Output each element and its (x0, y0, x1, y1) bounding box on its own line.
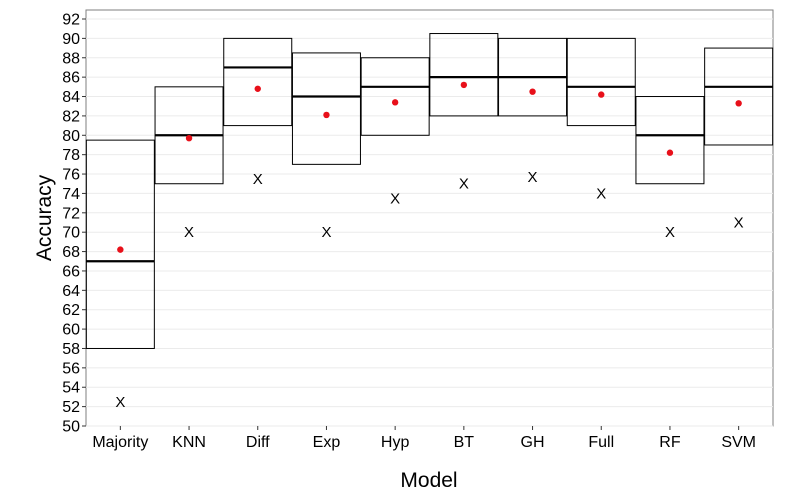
y-tick-label: 84 (62, 89, 80, 106)
y-tick-label: 58 (62, 341, 80, 358)
x-tick-label: RF (659, 434, 681, 451)
mean-point (529, 88, 536, 95)
box-exp: X (291, 52, 361, 241)
y-axis-ticks: 50 52 54 56 58 60 62 64 66 68 70 72 74 76 78 80 82 84 86 88… (62, 12, 86, 436)
x-tick-label: GH (521, 434, 545, 451)
box-svm: X (704, 47, 774, 232)
box-hyp: X (360, 57, 430, 207)
mean-point (117, 246, 124, 253)
y-tick-label: 50 (62, 419, 80, 436)
box-iqr (429, 33, 499, 117)
y-tick-label: 80 (62, 128, 80, 145)
y-tick-label: 54 (62, 380, 80, 397)
mean-point (460, 81, 468, 89)
box-iqr (360, 57, 430, 136)
y-tick-label: 52 (62, 399, 80, 416)
y-axis-title: Accuracy (33, 174, 56, 261)
box-bt: X (429, 33, 499, 193)
box-gh: X (498, 37, 568, 186)
x-tick-label: Majority (92, 434, 148, 451)
y-tick-label: 62 (62, 302, 80, 319)
y-tick-label: 92 (62, 12, 80, 29)
mean-point (323, 111, 330, 119)
y-tick-label: 76 (62, 167, 80, 184)
boxes: X X X X X X X X X X (85, 33, 774, 411)
y-tick-label: 88 (62, 50, 80, 67)
x-tick-label: SVM (721, 434, 756, 451)
y-tick-label: 82 (62, 108, 80, 125)
x-marker: X (184, 224, 194, 241)
box-iqr (85, 139, 155, 349)
x-tick-label: BT (454, 434, 475, 451)
y-tick-label: 68 (62, 244, 80, 261)
mean-point (254, 85, 261, 92)
x-marker: X (321, 224, 331, 241)
box-rf: X (635, 96, 705, 241)
mean-point (185, 134, 193, 142)
y-tick-label: 86 (62, 70, 80, 87)
mean-point (666, 149, 674, 156)
y-tick-label: 64 (62, 283, 80, 300)
mean-point (735, 100, 742, 107)
box-knn: X (154, 86, 224, 241)
y-tick-label: 70 (62, 225, 80, 242)
box-diff: X (223, 37, 293, 188)
y-tick-label: 74 (62, 186, 80, 203)
mean-point (598, 91, 605, 98)
box-iqr (223, 37, 293, 127)
x-axis-title: Model (400, 469, 457, 492)
x-marker: X (459, 176, 469, 193)
y-tick-label: 72 (62, 205, 80, 222)
y-tick-label: 56 (62, 360, 80, 377)
y-tick-label: 90 (62, 31, 80, 48)
x-tick-label: KNN (172, 434, 206, 451)
y-tick-label: 66 (62, 263, 80, 280)
box-full: X (566, 37, 636, 202)
box-iqr (704, 47, 774, 146)
box-iqr (635, 96, 705, 185)
x-marker: X (528, 169, 538, 186)
box-iqr (291, 52, 361, 165)
x-marker: X (253, 171, 263, 188)
x-tick-label: Full (588, 434, 614, 451)
x-marker: X (115, 394, 125, 411)
x-axis-ticks: Majority KNN Diff Exp Hyp BT GH Full RF SVM (92, 426, 756, 451)
box-iqr (566, 37, 636, 127)
mean-point (391, 99, 399, 106)
y-tick-label: 78 (62, 147, 80, 164)
x-tick-label: Exp (313, 434, 341, 451)
x-tick-label: Hyp (381, 434, 410, 451)
x-tick-label: Diff (246, 434, 270, 451)
y-tick-label: 60 (62, 322, 80, 339)
box-majority: X (85, 139, 155, 411)
x-marker: X (734, 215, 744, 232)
x-marker: X (665, 224, 675, 241)
x-marker: X (596, 185, 606, 202)
x-marker: X (390, 190, 400, 207)
